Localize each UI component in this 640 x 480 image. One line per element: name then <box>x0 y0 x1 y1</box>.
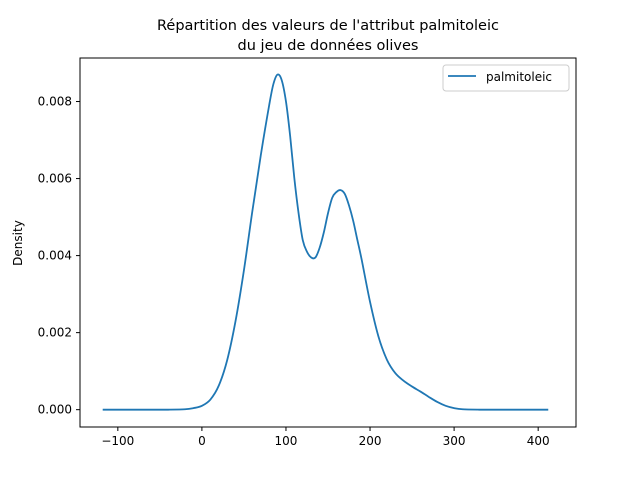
x-tick-label: 400 <box>527 434 550 448</box>
x-tick-label: 100 <box>275 434 298 448</box>
y-axis: 0.000 0.002 0.004 0.006 0.008 <box>38 95 80 417</box>
x-tick-label: 200 <box>359 434 382 448</box>
x-axis: −100 0 100 200 300 400 <box>101 427 550 448</box>
x-tick-label: 0 <box>198 434 206 448</box>
y-tick-label: 0.008 <box>38 95 72 109</box>
y-tick-label: 0.006 <box>38 172 72 186</box>
series-line-palmitoleic <box>102 73 549 411</box>
legend: palmitoleic <box>442 64 570 92</box>
y-axis-label: Density <box>11 220 25 266</box>
chart-title-line-2: du jeu de données olives <box>238 38 419 54</box>
legend-label-palmitoleic: palmitoleic <box>486 70 552 84</box>
x-tick-label: −100 <box>101 434 134 448</box>
y-tick-label: 0.002 <box>38 326 72 340</box>
chart-title-line-1: Répartition des valeurs de l'attribut pa… <box>157 18 499 34</box>
y-tick-label: 0.004 <box>38 249 72 263</box>
plot-area: −100 0 100 200 300 400 0.0000.0020.0040.0060.… <box>38 57 577 448</box>
y-tick-label: 0.000 <box>38 403 72 417</box>
axes-frame <box>79 57 577 428</box>
x-tick-label: 300 <box>443 434 466 448</box>
legend-box <box>442 64 570 92</box>
series-layer <box>102 73 549 411</box>
